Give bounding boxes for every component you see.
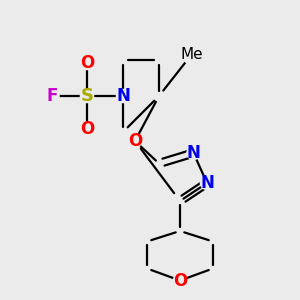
Text: O: O (80, 54, 94, 72)
Text: O: O (80, 120, 94, 138)
Circle shape (116, 89, 130, 103)
Circle shape (173, 274, 187, 287)
Text: O: O (173, 272, 187, 290)
Circle shape (187, 146, 200, 160)
Text: N: N (200, 174, 214, 192)
Text: F: F (47, 87, 58, 105)
Text: N: N (187, 144, 200, 162)
Circle shape (80, 122, 94, 136)
Circle shape (80, 89, 94, 103)
Text: Me: Me (181, 46, 203, 62)
Circle shape (46, 89, 59, 103)
Circle shape (200, 176, 214, 190)
Circle shape (182, 44, 202, 64)
Text: O: O (128, 132, 142, 150)
Circle shape (128, 134, 142, 148)
Circle shape (80, 56, 94, 70)
Text: S: S (80, 87, 94, 105)
Text: N: N (116, 87, 130, 105)
